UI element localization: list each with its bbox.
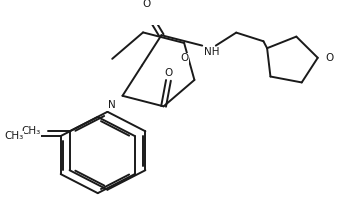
Text: O: O: [325, 53, 334, 63]
Text: O: O: [164, 69, 173, 78]
Text: N: N: [108, 100, 116, 110]
Text: CH₃: CH₃: [5, 131, 24, 141]
Text: O: O: [180, 53, 188, 63]
Text: O: O: [143, 0, 151, 9]
Text: NH: NH: [204, 47, 220, 57]
Text: CH₃: CH₃: [21, 126, 40, 136]
